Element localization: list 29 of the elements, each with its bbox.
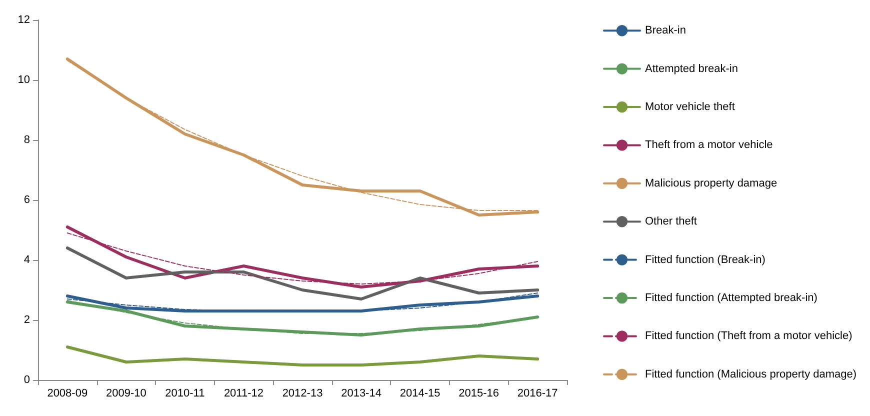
line-series bbox=[66, 246, 540, 300]
y-tick-label: 6 bbox=[24, 194, 30, 206]
line-series bbox=[66, 226, 540, 288]
legend-label: Attempted break-in bbox=[645, 62, 738, 75]
y-tick-label: 12 bbox=[18, 14, 30, 26]
x-tick-label: 2015-16 bbox=[458, 388, 500, 400]
legend-label: Fitted function (Break-in) bbox=[645, 254, 766, 266]
y-tick-label: 8 bbox=[24, 134, 30, 146]
legend-label: Break-in bbox=[645, 24, 686, 37]
x-tick-label: 2011-12 bbox=[224, 388, 264, 400]
line-series bbox=[66, 346, 540, 366]
x-tick-label: 2013-14 bbox=[341, 388, 382, 400]
legend-label: Theft from a motor vehicle bbox=[645, 139, 773, 152]
legend-label: Fitted function (Malicious property damage) bbox=[645, 368, 857, 380]
legend-label: Malicious property damage bbox=[645, 177, 778, 190]
x-tick-label: 2008-09 bbox=[47, 388, 88, 400]
x-tick-label: 2009-10 bbox=[106, 388, 146, 400]
y-tick-label: 2 bbox=[24, 314, 30, 326]
y-tick-label: 0 bbox=[24, 374, 30, 386]
legend-label: Fitted function (Theft from a motor vehicle) bbox=[645, 330, 852, 342]
x-tick-label: 2016-17 bbox=[517, 388, 558, 400]
legend-label: Motor vehicle theft bbox=[645, 101, 735, 113]
legend-label: Other theft bbox=[645, 216, 697, 228]
x-tick-label: 2010-11 bbox=[165, 388, 205, 400]
x-tick-label: 2012-13 bbox=[282, 388, 323, 400]
y-tick-label: 4 bbox=[24, 254, 30, 266]
x-tick-label: 2014-15 bbox=[400, 388, 440, 400]
y-tick-label: 10 bbox=[18, 74, 30, 86]
legend-label: Fitted function (Attempted break-in) bbox=[645, 292, 818, 304]
